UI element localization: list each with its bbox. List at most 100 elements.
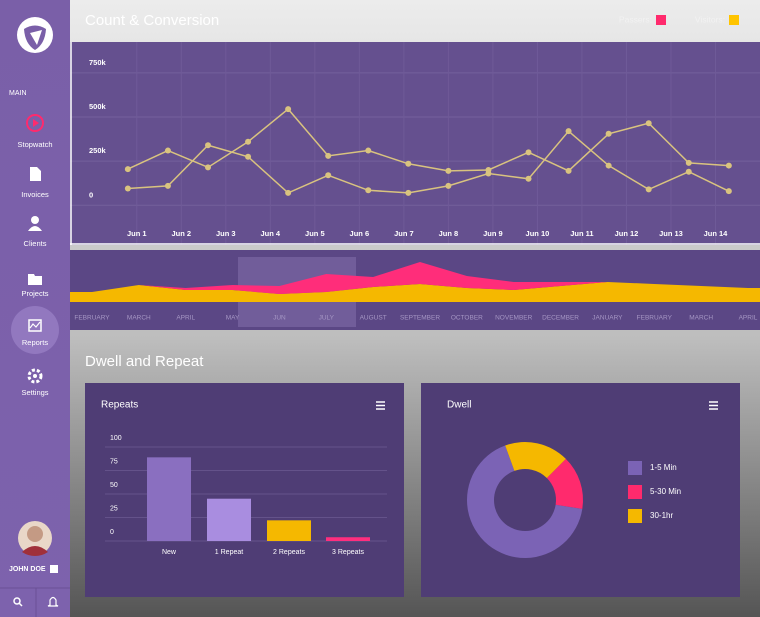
- bar: [326, 537, 370, 541]
- legend-swatch: [656, 15, 666, 25]
- clients-icon-body: [28, 226, 42, 231]
- point: [164, 182, 171, 189]
- y-tick-label: 500k: [89, 102, 107, 111]
- point: [124, 185, 131, 192]
- point: [525, 175, 532, 182]
- x-tick-label: Jun 14: [704, 229, 729, 238]
- point: [445, 167, 452, 174]
- invoices-icon: [30, 167, 41, 181]
- point: [405, 160, 412, 167]
- point: [445, 182, 452, 189]
- x-tick-label: 3 Repeats: [332, 549, 364, 556]
- x-tick-label: JUN: [273, 315, 286, 322]
- x-tick-label: Jun 4: [261, 229, 281, 238]
- series-line: [127, 108, 729, 172]
- repeats-menu[interactable]: [376, 401, 385, 410]
- point: [245, 153, 252, 160]
- legend-swatch: [729, 15, 739, 25]
- legend-swatch: [628, 461, 642, 475]
- point: [325, 152, 332, 159]
- nav-label[interactable]: Invoices: [21, 190, 49, 199]
- x-tick-label: JANUARY: [592, 315, 623, 322]
- x-tick-label: 1 Repeat: [215, 549, 243, 556]
- donut-segment: [466, 445, 583, 558]
- x-tick-label: APRIL: [739, 315, 758, 322]
- point: [365, 147, 372, 154]
- x-tick-label: Jun 12: [615, 229, 639, 238]
- y-tick-label: 50: [110, 482, 118, 489]
- nav-label[interactable]: Stopwatch: [17, 140, 52, 149]
- line-chart-panel: [70, 42, 760, 245]
- settings-icon-center: [33, 374, 37, 378]
- legend-label: 5-30 Min: [650, 487, 681, 496]
- x-tick-label: FEBRUARY: [637, 315, 673, 322]
- x-tick-label: Jun 6: [350, 229, 370, 238]
- point: [205, 142, 211, 149]
- x-tick-label: New: [162, 549, 177, 556]
- point: [525, 149, 532, 156]
- x-tick-label: Jun 2: [171, 229, 191, 238]
- legend-swatch: [628, 509, 642, 523]
- notifications-button[interactable]: [47, 596, 59, 607]
- bar: [207, 498, 251, 541]
- y-tick-label: 0: [110, 529, 114, 536]
- stopwatch-icon: [26, 114, 44, 132]
- point: [605, 130, 612, 137]
- x-tick-label: Jun 8: [439, 229, 459, 238]
- user-menu-toggle[interactable]: [50, 565, 58, 573]
- x-tick-label: AUGUST: [360, 315, 387, 322]
- x-tick-label: Jun 7: [394, 229, 414, 238]
- point: [565, 167, 572, 174]
- x-tick-label: NOVEMBER: [495, 315, 533, 322]
- legend-swatch: [628, 485, 642, 499]
- x-tick-label: MAY: [226, 315, 240, 322]
- point: [685, 168, 692, 175]
- user-name[interactable]: JOHN DOE: [9, 566, 46, 573]
- projects-icon: [28, 274, 42, 285]
- search-button[interactable]: [13, 597, 21, 605]
- nav-label[interactable]: Projects: [21, 289, 48, 298]
- x-tick-label: SEPTEMBER: [400, 315, 440, 322]
- point: [164, 147, 171, 154]
- x-tick-label: FEBRUARY: [74, 315, 110, 322]
- sidebar-section: MAIN: [9, 90, 27, 97]
- section-title: Dwell and Repeat: [85, 353, 204, 370]
- x-tick-label: Jun 3: [216, 229, 236, 238]
- y-tick-label: 100: [110, 435, 122, 442]
- y-tick-label: 250k: [89, 146, 107, 155]
- nav-label[interactable]: Clients: [24, 239, 47, 248]
- point: [405, 189, 412, 196]
- search-button-handle: [18, 602, 23, 607]
- x-tick-label: Jun 11: [570, 229, 593, 238]
- reports-icon: [28, 319, 42, 332]
- y-tick-label: 75: [110, 458, 118, 465]
- point: [285, 189, 292, 196]
- x-tick-label: MARCH: [689, 315, 713, 322]
- x-tick-label: Jun 9: [483, 229, 503, 238]
- avatar-shirt: [22, 546, 48, 556]
- avatar-face: [27, 526, 43, 542]
- x-tick-label: JULY: [319, 315, 335, 322]
- point: [725, 162, 732, 169]
- x-tick-label: 2 Repeats: [273, 549, 305, 556]
- x-tick-label: Jun 1: [127, 229, 147, 238]
- point: [725, 188, 732, 195]
- x-tick-label: DECEMBER: [542, 315, 579, 322]
- stacked-area: [70, 282, 760, 302]
- logo-mark-inner: [30, 30, 42, 45]
- donut-segment: [505, 442, 566, 479]
- bar: [147, 457, 191, 541]
- nav-label[interactable]: Settings: [21, 388, 48, 397]
- point: [565, 128, 572, 135]
- active-nav-bg: [11, 306, 59, 354]
- point: [285, 106, 292, 113]
- clients-icon-head: [31, 216, 39, 224]
- dwell-menu[interactable]: [709, 401, 718, 410]
- stacked-area: [70, 262, 760, 294]
- legend-label: Passers:: [619, 14, 652, 24]
- point: [325, 172, 332, 179]
- bar: [267, 520, 311, 541]
- nav-label[interactable]: Reports: [22, 338, 49, 347]
- point: [685, 159, 692, 166]
- x-tick-label: APRIL: [176, 315, 195, 322]
